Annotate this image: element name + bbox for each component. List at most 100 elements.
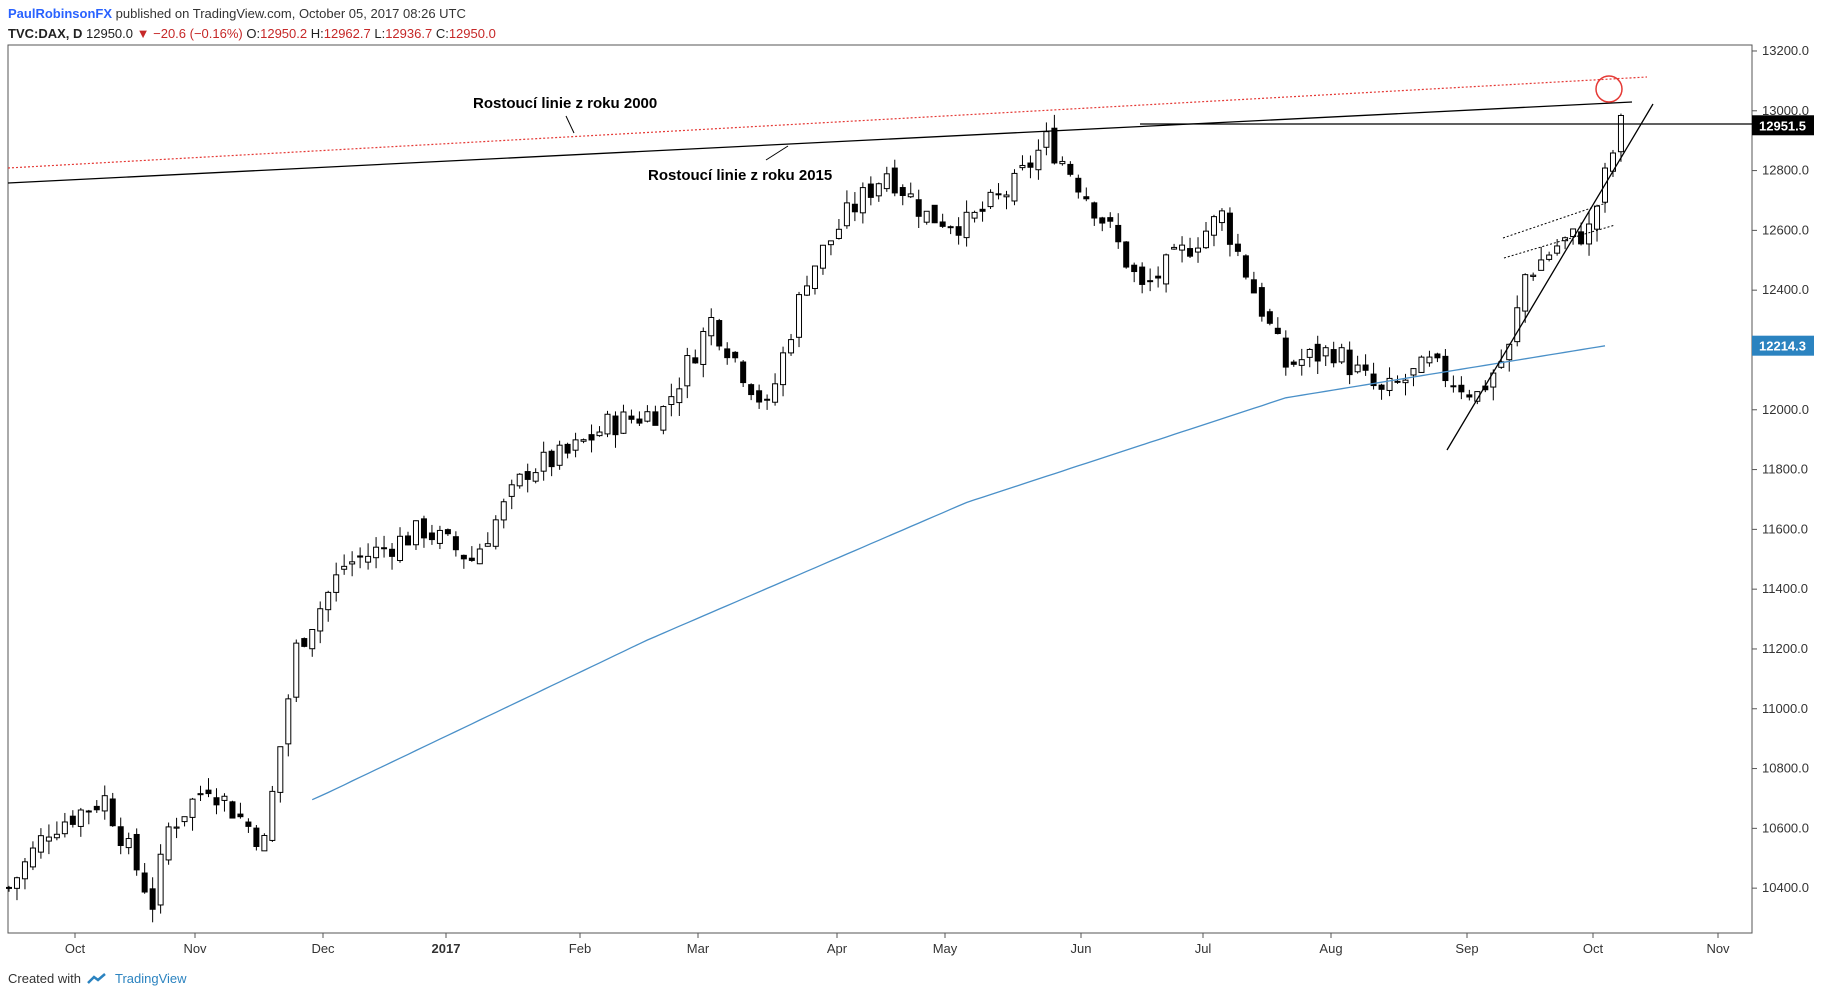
candle: [835, 228, 842, 239]
x-tick-label: Nov: [1706, 941, 1730, 956]
candle: [181, 816, 188, 823]
candle: [468, 557, 475, 561]
candle: [197, 793, 204, 796]
candle: [564, 443, 571, 454]
candle: [133, 833, 140, 871]
candle: [780, 352, 787, 386]
candle: [979, 208, 986, 212]
candle: [1226, 212, 1233, 245]
candle: [1466, 394, 1473, 398]
candle: [1370, 373, 1377, 387]
author-name[interactable]: PaulRobinsonFX: [8, 6, 112, 21]
x-tick-label: Dec: [311, 941, 335, 956]
candle: [1410, 368, 1417, 376]
candle: [1019, 164, 1026, 169]
candle: [1274, 327, 1281, 335]
candle: [1027, 162, 1034, 168]
y-tick-label: 11200.0: [1762, 641, 1808, 656]
candle: [149, 888, 156, 910]
candle: [1354, 364, 1361, 373]
candle: [676, 388, 683, 404]
tradingview-brand[interactable]: TradingView: [114, 971, 187, 986]
candle: [1330, 349, 1337, 364]
candle: [859, 187, 866, 214]
candle: [540, 451, 547, 472]
candle: [1578, 231, 1585, 245]
candle: [987, 191, 994, 208]
candle: [556, 444, 563, 466]
high-value: 12962.7: [323, 26, 371, 41]
candle: [907, 193, 914, 198]
candle: [381, 547, 388, 550]
candle: [1474, 391, 1481, 402]
x-tick-label: Nov: [183, 941, 207, 956]
candle: [963, 211, 970, 239]
candle: [1282, 337, 1289, 368]
candle: [1386, 377, 1393, 391]
candle: [285, 698, 292, 745]
candle: [1570, 228, 1577, 238]
candle: [1075, 177, 1082, 193]
candle: [420, 518, 427, 539]
candle: [1051, 127, 1058, 164]
candle: [1594, 205, 1601, 230]
candle: [883, 173, 890, 190]
candle: [851, 203, 858, 213]
publish-info: published on TradingView.com, October 05…: [115, 6, 466, 21]
candle: [1258, 287, 1265, 317]
candle: [1538, 259, 1545, 271]
candle: [1147, 280, 1154, 283]
candle: [261, 834, 268, 852]
candle: [1450, 385, 1457, 388]
candle: [1107, 217, 1114, 222]
candle: [1011, 172, 1018, 202]
trendline-2000: [7, 76, 1648, 169]
chart-header: PaulRobinsonFX published on TradingView.…: [8, 4, 496, 44]
candle: [1179, 244, 1186, 251]
candle: [101, 795, 108, 812]
y-tick-label: 10800.0: [1762, 761, 1809, 776]
candle: [1346, 349, 1353, 376]
candle: [436, 529, 443, 544]
candle: [37, 835, 44, 853]
target-circle: [1595, 75, 1623, 103]
candle: [269, 790, 276, 841]
annotation-2015: Rostoucí linie z roku 2015: [648, 167, 832, 184]
candle: [1426, 356, 1433, 364]
candle: [173, 826, 180, 829]
candle: [45, 836, 52, 842]
candle: [971, 211, 978, 219]
candle: [1338, 347, 1345, 363]
candle: [1586, 223, 1593, 245]
x-tick-label: Sep: [1455, 941, 1478, 956]
candle: [1290, 361, 1297, 365]
candle: [1378, 384, 1385, 390]
low-value: 12936.7: [385, 26, 433, 41]
candle: [628, 415, 635, 420]
candle: [612, 415, 619, 436]
x-tick-label: Apr: [827, 941, 848, 956]
candle: [476, 548, 483, 565]
candle: [604, 413, 611, 435]
candle: [500, 501, 507, 521]
x-tick-label: 2017: [432, 941, 461, 956]
price-tag-label: 12951.5: [1759, 118, 1806, 133]
close-label: C:: [435, 26, 449, 41]
open-value: 12950.2: [260, 26, 308, 41]
channel-lower: [1503, 224, 1616, 259]
candle: [125, 838, 132, 849]
candle: [756, 390, 763, 403]
price-tag-label: 12214.3: [1759, 339, 1806, 354]
y-tick-label: 10400.0: [1762, 880, 1809, 895]
candle: [301, 638, 308, 647]
candle: [923, 210, 930, 223]
candle: [708, 316, 715, 337]
candle: [772, 383, 779, 403]
candle: [1139, 266, 1146, 285]
candle: [572, 439, 579, 451]
x-tick-label: Aug: [1319, 941, 1342, 956]
candle: [524, 471, 531, 480]
candle: [1123, 241, 1130, 268]
candle: [484, 543, 491, 547]
